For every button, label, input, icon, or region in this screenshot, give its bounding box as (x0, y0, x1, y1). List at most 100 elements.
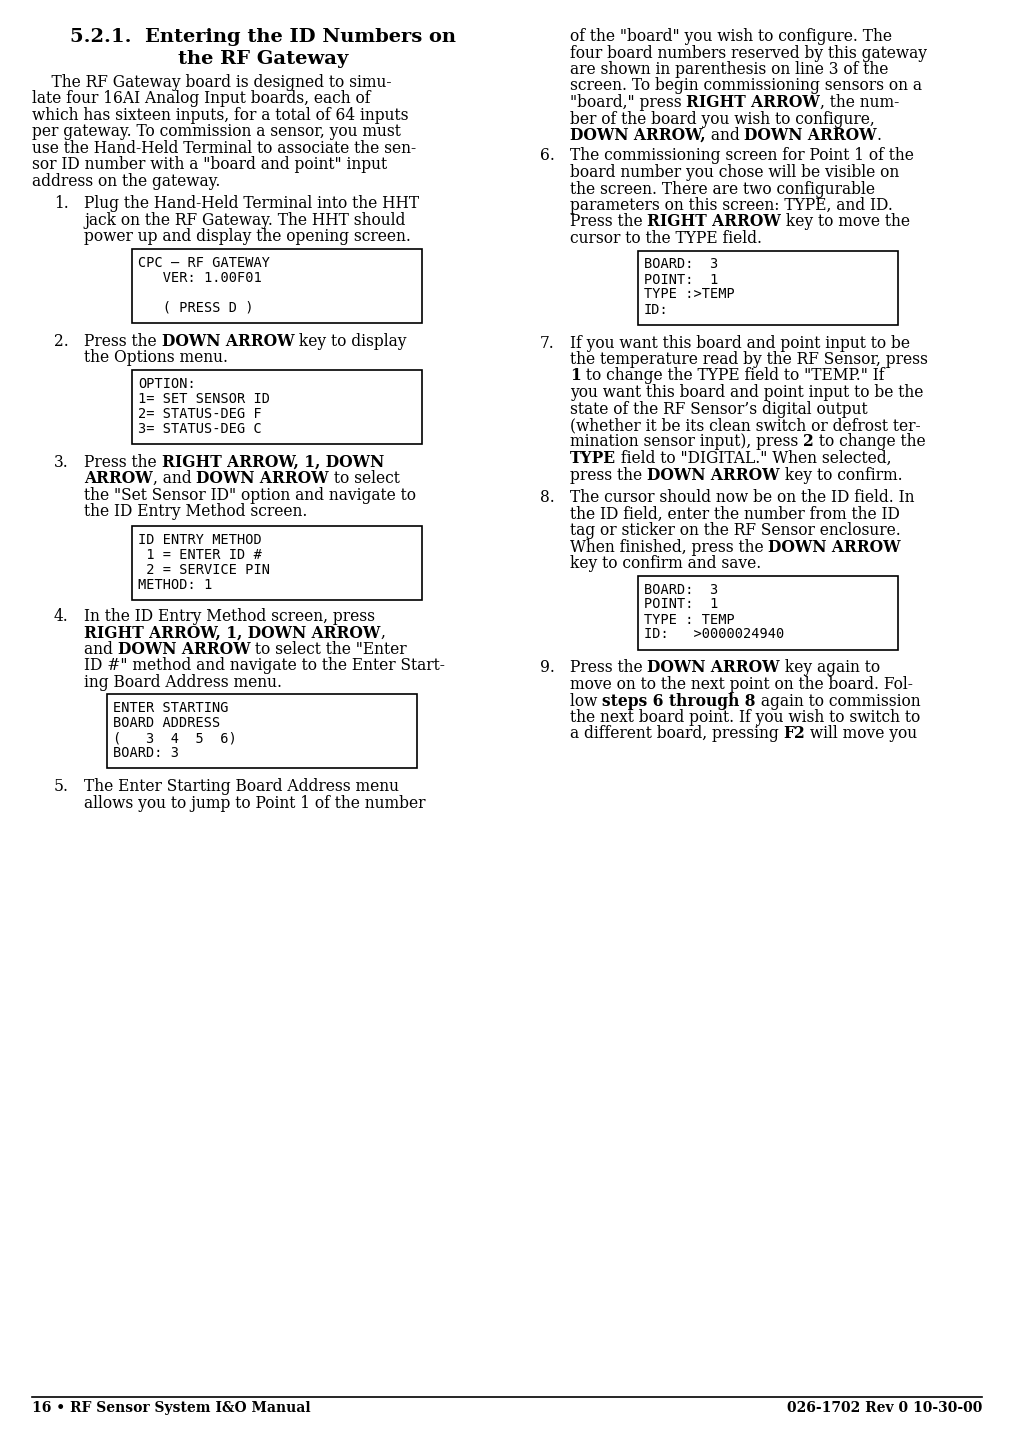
Text: .: . (876, 127, 881, 144)
Text: move on to the next point on the board. Fol-: move on to the next point on the board. … (569, 675, 912, 693)
Text: 3.: 3. (54, 453, 69, 470)
Bar (637, 576, 897, 649)
Text: POINT:  1: POINT: 1 (643, 273, 718, 287)
Text: DOWN ARROW: DOWN ARROW (117, 641, 250, 658)
Text: TYPE :>TEMP: TYPE :>TEMP (643, 287, 734, 302)
Text: tag or sticker on the RF Sensor enclosure.: tag or sticker on the RF Sensor enclosur… (569, 522, 900, 540)
Text: METHOD: 1: METHOD: 1 (137, 577, 212, 592)
Text: ber of the board you wish to configure,: ber of the board you wish to configure, (569, 111, 874, 127)
Text: DOWN ARROW: DOWN ARROW (196, 470, 329, 488)
Text: When finished, press the: When finished, press the (569, 538, 767, 556)
Text: power up and display the opening screen.: power up and display the opening screen. (84, 228, 410, 245)
Text: OPTION:: OPTION: (137, 377, 195, 391)
Text: 16 • RF Sensor System I&O Manual: 16 • RF Sensor System I&O Manual (32, 1401, 310, 1416)
Text: "board," press: "board," press (569, 94, 685, 111)
Text: , and: , and (153, 470, 196, 488)
Text: (whether it be its clean switch or defrost ter-: (whether it be its clean switch or defro… (569, 417, 920, 434)
Text: of the "board" you wish to configure. The: of the "board" you wish to configure. Th… (569, 27, 891, 45)
Bar (637, 251, 897, 325)
Text: ,: , (380, 625, 385, 641)
Bar (131, 525, 422, 600)
Text: VER: 1.00F01: VER: 1.00F01 (137, 271, 262, 284)
Text: DOWN ARROW: DOWN ARROW (162, 333, 294, 349)
Text: CPC – RF GATEWAY: CPC – RF GATEWAY (137, 255, 270, 270)
Text: key to confirm.: key to confirm. (778, 466, 902, 483)
Text: 4.: 4. (54, 608, 69, 625)
Text: , the num-: , the num- (820, 94, 899, 111)
Text: The Enter Starting Board Address menu: The Enter Starting Board Address menu (84, 778, 398, 795)
Text: Plug the Hand-Held Terminal into the HHT: Plug the Hand-Held Terminal into the HHT (84, 195, 419, 212)
Text: parameters on this screen: TYPE, and ID.: parameters on this screen: TYPE, and ID. (569, 198, 892, 214)
Bar (131, 369, 422, 443)
Text: allows you to jump to Point 1 of the number: allows you to jump to Point 1 of the num… (84, 795, 425, 812)
Text: the RF Gateway: the RF Gateway (178, 49, 348, 68)
Text: The commissioning screen for Point 1 of the: The commissioning screen for Point 1 of … (569, 147, 913, 165)
Text: ID ENTRY METHOD: ID ENTRY METHOD (137, 532, 262, 547)
Text: POINT:  1: POINT: 1 (643, 597, 718, 612)
Text: key to display: key to display (294, 333, 406, 349)
Text: screen. To begin commissioning sensors on a: screen. To begin commissioning sensors o… (569, 78, 921, 94)
Text: mination sensor input), press: mination sensor input), press (569, 433, 803, 450)
Text: The RF Gateway board is designed to simu-: The RF Gateway board is designed to simu… (32, 74, 391, 91)
Text: 3= STATUS-DEG C: 3= STATUS-DEG C (137, 421, 262, 436)
Text: DOWN ARROW: DOWN ARROW (767, 538, 900, 556)
Text: late four 16AI Analog Input boards, each of: late four 16AI Analog Input boards, each… (32, 91, 370, 107)
Bar (131, 248, 422, 323)
Text: DOWN ARROW: DOWN ARROW (647, 659, 779, 677)
Text: (   3  4  5  6): ( 3 4 5 6) (113, 732, 237, 745)
Text: RIGHT ARROW: RIGHT ARROW (647, 214, 780, 231)
Text: RIGHT ARROW, 1, DOWN ARROW: RIGHT ARROW, 1, DOWN ARROW (84, 625, 380, 641)
Text: the ID Entry Method screen.: the ID Entry Method screen. (84, 504, 307, 519)
Text: jack on the RF Gateway. The HHT should: jack on the RF Gateway. The HHT should (84, 212, 405, 228)
Text: board number you chose will be visible on: board number you chose will be visible o… (569, 165, 899, 180)
Text: TYPE: TYPE (569, 450, 616, 468)
Text: a different board, pressing: a different board, pressing (569, 726, 783, 743)
Text: If you want this board and point input to be: If you want this board and point input t… (569, 335, 909, 352)
Text: BOARD ADDRESS: BOARD ADDRESS (113, 716, 220, 730)
Text: cursor to the TYPE field.: cursor to the TYPE field. (569, 229, 761, 247)
Text: 1= SET SENSOR ID: 1= SET SENSOR ID (137, 391, 270, 405)
Text: and: and (705, 127, 743, 144)
Text: F2: F2 (783, 726, 805, 743)
Text: to change the: to change the (813, 433, 925, 450)
Text: 6.: 6. (540, 147, 554, 165)
Text: to change the TYPE field to "TEMP." If: to change the TYPE field to "TEMP." If (580, 368, 884, 384)
Text: per gateway. To commission a sensor, you must: per gateway. To commission a sensor, you… (32, 123, 400, 140)
Text: you want this board and point input to be the: you want this board and point input to b… (569, 384, 922, 401)
Text: press the: press the (569, 466, 646, 483)
Text: DOWN ARROW: DOWN ARROW (646, 466, 778, 483)
Text: ID:   >0000024940: ID: >0000024940 (643, 628, 784, 642)
Text: 026-1702 Rev 0 10-30-00: 026-1702 Rev 0 10-30-00 (786, 1401, 981, 1416)
Text: DOWN ARROW: DOWN ARROW (743, 127, 876, 144)
Text: to select the "Enter: to select the "Enter (250, 641, 406, 658)
Text: the screen. There are two configurable: the screen. There are two configurable (569, 180, 875, 198)
Text: RIGHT ARROW, 1, DOWN: RIGHT ARROW, 1, DOWN (162, 453, 383, 470)
Text: the temperature read by the RF Sensor, press: the temperature read by the RF Sensor, p… (569, 351, 927, 368)
Text: 2 = SERVICE PIN: 2 = SERVICE PIN (137, 563, 270, 577)
Text: ing Board Address menu.: ing Board Address menu. (84, 674, 282, 691)
Text: The cursor should now be on the ID field. In: The cursor should now be on the ID field… (569, 489, 914, 506)
Text: the Options menu.: the Options menu. (84, 349, 227, 367)
Text: Press the: Press the (569, 659, 647, 677)
Text: the ID field, enter the number from the ID: the ID field, enter the number from the … (569, 505, 899, 522)
Text: and: and (84, 641, 117, 658)
Text: ID:: ID: (643, 303, 668, 316)
Text: sor ID number with a "board and point" input: sor ID number with a "board and point" i… (32, 156, 387, 173)
Text: DOWN ARROW,: DOWN ARROW, (569, 127, 705, 144)
Text: 2: 2 (803, 433, 813, 450)
Text: RIGHT ARROW: RIGHT ARROW (685, 94, 820, 111)
Text: to select: to select (329, 470, 399, 488)
Text: the next board point. If you wish to switch to: the next board point. If you wish to swi… (569, 709, 919, 726)
Text: key to move the: key to move the (780, 214, 910, 231)
Text: ARROW: ARROW (84, 470, 153, 488)
Text: 2= STATUS-DEG F: 2= STATUS-DEG F (137, 407, 262, 421)
Text: ( PRESS D ): ( PRESS D ) (137, 300, 253, 315)
Text: TYPE : TEMP: TYPE : TEMP (643, 612, 734, 626)
Text: 7.: 7. (540, 335, 554, 352)
Text: 5.: 5. (54, 778, 69, 795)
Text: BOARD:  3: BOARD: 3 (643, 583, 718, 596)
Text: Press the: Press the (84, 333, 162, 349)
Text: key to confirm and save.: key to confirm and save. (569, 556, 760, 571)
Text: which has sixteen inputs, for a total of 64 inputs: which has sixteen inputs, for a total of… (32, 107, 408, 124)
Text: use the Hand-Held Terminal to associate the sen-: use the Hand-Held Terminal to associate … (32, 140, 416, 157)
